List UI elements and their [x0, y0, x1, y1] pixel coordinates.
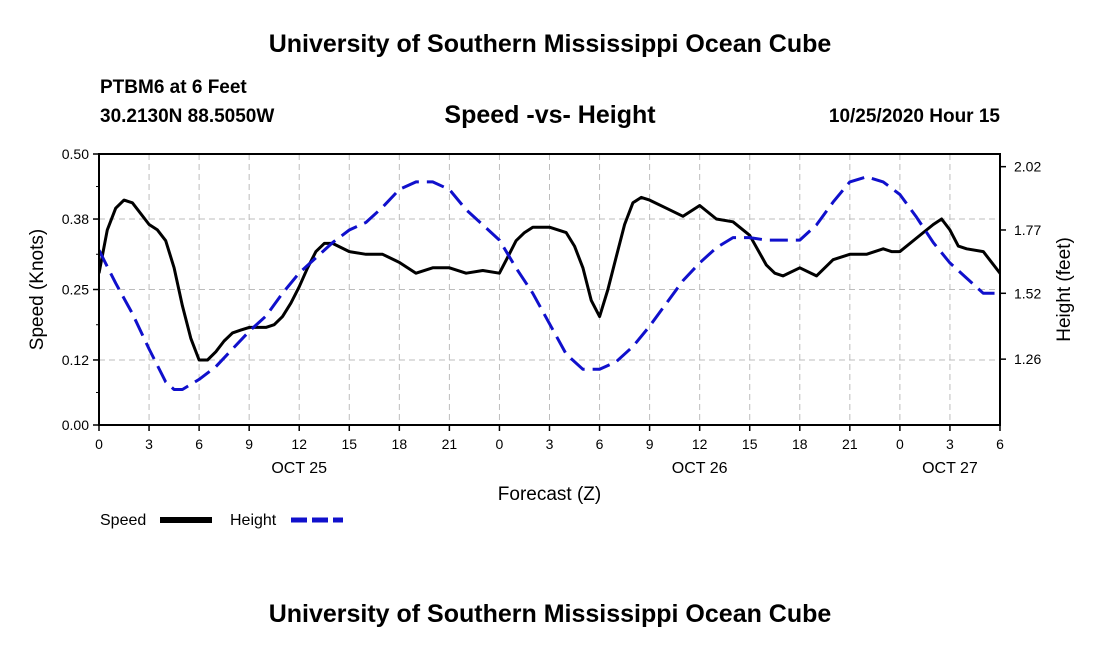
x-tick-label: 0: [896, 436, 904, 452]
y-left-axis-title: Speed (Knots): [27, 229, 48, 350]
x-tick-label: 9: [646, 436, 654, 452]
x-tick-label: 18: [792, 436, 808, 452]
series-line-speed: [99, 195, 1000, 362]
legend-label-height: Height: [230, 512, 277, 529]
x-tick-label: 0: [95, 436, 103, 452]
x-tick-label: 21: [842, 436, 858, 452]
x-tick-label: 0: [496, 436, 504, 452]
chart-title-bottom: University of Southern Mississippi Ocean…: [268, 600, 832, 628]
x-tick-label: 6: [195, 436, 203, 452]
y-left-tick-label: 0.50: [62, 146, 89, 162]
y-left-tick-label: 0.12: [62, 352, 89, 368]
x-tick-label: 6: [996, 436, 1004, 452]
x-tick-label: 18: [392, 436, 408, 452]
y-left-tick-label: 0.38: [62, 211, 89, 227]
legend-label-speed: Speed: [100, 512, 146, 529]
x-date-label: OCT 26: [672, 460, 728, 477]
y-right-tick-label: 2.02: [1014, 159, 1041, 175]
coordinates-label: 30.2130N 88.5050W: [100, 106, 275, 127]
chart-title-top: University of Southern Mississippi Ocean…: [268, 30, 832, 58]
x-tick-label: 12: [291, 436, 307, 452]
x-tick-label: 9: [245, 436, 253, 452]
x-date-label: OCT 27: [922, 460, 978, 477]
x-tick-label: 3: [946, 436, 954, 452]
x-axis-title: Forecast (Z): [498, 484, 601, 505]
y-right-tick-label: 1.77: [1014, 222, 1041, 238]
x-date-label: OCT 25: [271, 460, 327, 477]
y-right-axis-title: Height (feet): [1054, 237, 1075, 342]
y-right-tick-label: 1.52: [1014, 285, 1041, 301]
chart-subtitle: Speed -vs- Height: [444, 101, 656, 129]
x-tick-label: 15: [742, 436, 758, 452]
series-line-height: [99, 175, 1000, 391]
x-tick-label: 3: [145, 436, 153, 452]
station-label: PTBM6 at 6 Feet: [100, 77, 247, 98]
x-tick-label: 12: [692, 436, 708, 452]
forecast-datetime: 10/25/2020 Hour 15: [828, 106, 1000, 127]
x-tick-label: 21: [442, 436, 458, 452]
x-tick-label: 15: [341, 436, 357, 452]
x-tick-label: 6: [596, 436, 604, 452]
y-right-tick-label: 1.26: [1014, 351, 1041, 367]
x-tick-label: 3: [546, 436, 554, 452]
y-left-tick-label: 0.00: [62, 417, 89, 433]
y-left-tick-label: 0.25: [62, 282, 89, 298]
